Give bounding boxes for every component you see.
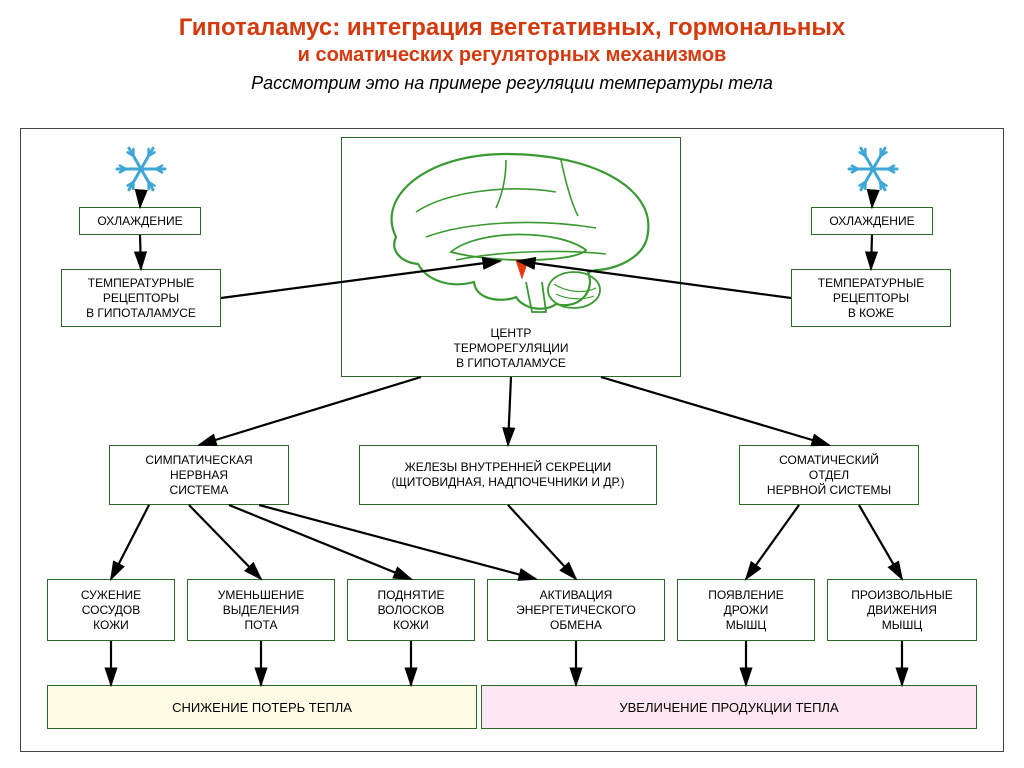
title-block: Гипоталамус: интеграция вегетативных, го… <box>0 0 1024 94</box>
node-piloerection: ПОДНЯТИЕВОЛОСКОВКОЖИ <box>347 579 475 641</box>
title-line-1: Гипоталамус: интеграция вегетативных, го… <box>20 14 1004 42</box>
snowflake-icon-left <box>113 141 169 197</box>
label: ОХЛАЖДЕНИЕ <box>97 214 182 229</box>
label: УВЕЛИЧЕНИЕ ПРОДУКЦИИ ТЕПЛА <box>619 700 838 715</box>
node-receptors-skin: ТЕМПЕРАТУРНЫЕРЕЦЕПТОРЫВ КОЖЕ <box>791 269 951 327</box>
brain-caption: ЦЕНТРТЕРМОРЕГУЛЯЦИИВ ГИПОТАЛАМУСЕ <box>342 326 680 371</box>
label: АКТИВАЦИЯЭНЕРГЕТИЧЕСКОГООБМЕНА <box>516 588 636 633</box>
label: ПОЯВЛЕНИЕДРОЖИМЫШЦ <box>708 588 783 633</box>
title-prefix: Гипоталамус: <box>179 14 341 41</box>
node-cooling-right: ОХЛАЖДЕНИЕ <box>811 207 933 235</box>
label: ОХЛАЖДЕНИЕ <box>829 214 914 229</box>
node-receptors-hypothalamus: ТЕМПЕРАТУРНЫЕРЕЦЕПТОРЫВ ГИПОТАЛАМУСЕ <box>61 269 221 327</box>
diagram-frame: ОХЛАЖДЕНИЕ ТЕМПЕРАТУРНЫЕРЕЦЕПТОРЫВ ГИПОТ… <box>20 128 1004 752</box>
node-shivering: ПОЯВЛЕНИЕДРОЖИМЫШЦ <box>677 579 815 641</box>
label: УМЕНЬШЕНИЕВЫДЕЛЕНИЯПОТА <box>218 588 304 633</box>
node-vasoconstriction: СУЖЕНИЕСОСУДОВКОЖИ <box>47 579 175 641</box>
node-cooling-left: ОХЛАЖДЕНИЕ <box>79 207 201 235</box>
node-voluntary-movement: ПРОИЗВОЛЬНЫЕДВИЖЕНИЯМЫШЦ <box>827 579 977 641</box>
node-thermoregulation-center: ЦЕНТРТЕРМОРЕГУЛЯЦИИВ ГИПОТАЛАМУСЕ <box>341 137 681 377</box>
label: СИМПАТИЧЕСКАЯНЕРВНАЯСИСТЕМА <box>145 453 252 498</box>
label: СУЖЕНИЕСОСУДОВКОЖИ <box>81 588 141 633</box>
label: СНИЖЕНИЕ ПОТЕРЬ ТЕПЛА <box>172 700 352 715</box>
label: ПОДНЯТИЕВОЛОСКОВКОЖИ <box>377 588 444 633</box>
title-rest: интеграция вегетативных, гормональных <box>340 14 845 41</box>
label: ЖЕЛЕЗЫ ВНУТРЕННЕЙ СЕКРЕЦИИ(ЩИТОВИДНАЯ, Н… <box>391 460 624 490</box>
node-somatic-ns: СОМАТИЧЕСКИЙОТДЕЛНЕРВНОЙ СИСТЕМЫ <box>739 445 919 505</box>
node-metabolism-activation: АКТИВАЦИЯЭНЕРГЕТИЧЕСКОГООБМЕНА <box>487 579 665 641</box>
label: ТЕМПЕРАТУРНЫЕРЕЦЕПТОРЫВ КОЖЕ <box>818 276 924 321</box>
outcome-heat-production-increase: УВЕЛИЧЕНИЕ ПРОДУКЦИИ ТЕПЛА <box>481 685 977 729</box>
node-sympathetic-ns: СИМПАТИЧЕСКАЯНЕРВНАЯСИСТЕМА <box>109 445 289 505</box>
node-endocrine-glands: ЖЕЛЕЗЫ ВНУТРЕННЕЙ СЕКРЕЦИИ(ЩИТОВИДНАЯ, Н… <box>359 445 657 505</box>
snowflake-icon-right <box>845 141 901 197</box>
label: СОМАТИЧЕСКИЙОТДЕЛНЕРВНОЙ СИСТЕМЫ <box>767 453 891 498</box>
brain-icon <box>356 142 666 317</box>
node-reduce-sweat: УМЕНЬШЕНИЕВЫДЕЛЕНИЯПОТА <box>187 579 335 641</box>
subtitle: Рассмотрим это на примере регуляции темп… <box>20 73 1004 94</box>
title-line-2: и соматических регуляторных механизмов <box>20 44 1004 67</box>
outcome-heat-loss-reduction: СНИЖЕНИЕ ПОТЕРЬ ТЕПЛА <box>47 685 477 729</box>
label: ПРОИЗВОЛЬНЫЕДВИЖЕНИЯМЫШЦ <box>851 588 952 633</box>
label: ТЕМПЕРАТУРНЫЕРЕЦЕПТОРЫВ ГИПОТАЛАМУСЕ <box>86 276 196 321</box>
